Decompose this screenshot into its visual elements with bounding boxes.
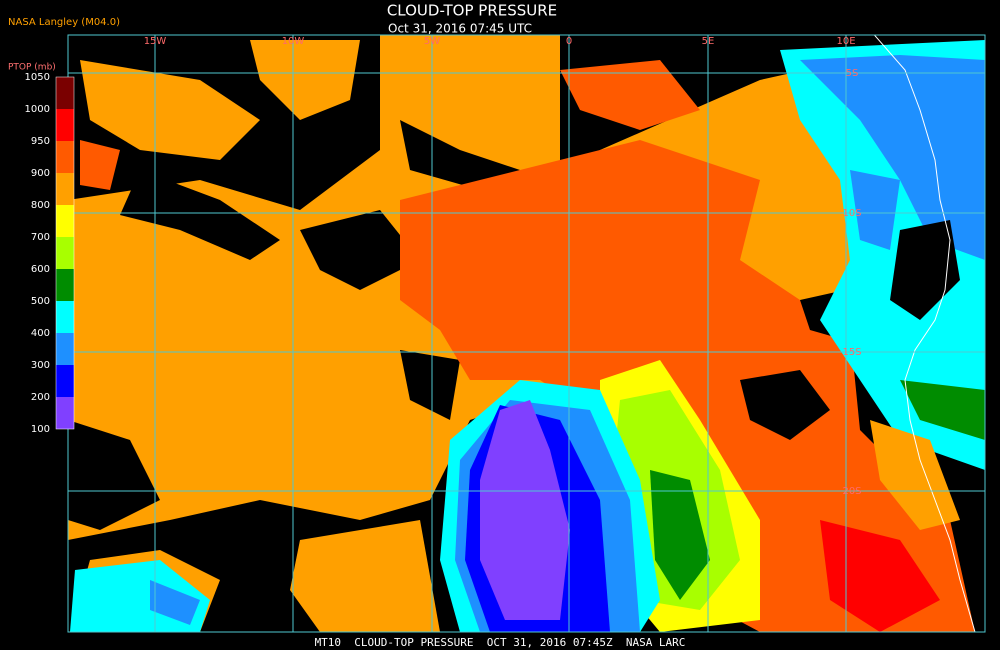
colorbar-band (56, 173, 74, 205)
colorbar-frame (55, 76, 75, 430)
longitude-label: 5E (702, 36, 715, 47)
subtitle: Oct 31, 2016 07:45 UTC (388, 22, 532, 36)
colorbar-band (56, 77, 74, 109)
longitude-label: 5W (424, 36, 440, 47)
cloud-imagery (68, 35, 985, 632)
longitude-label: 0 (566, 36, 572, 47)
colorbar-band (56, 365, 74, 397)
latitude-label: 10S (842, 208, 861, 219)
title: CLOUD-TOP PRESSURE (387, 2, 557, 20)
colorbar-tick-label: 700 (31, 232, 50, 243)
colorbar-tick-label: 950 (31, 136, 50, 147)
colorbar-band (56, 205, 74, 237)
colorbar-band (56, 397, 74, 429)
colorbar-band (56, 141, 74, 173)
colorbar-tick-label: 300 (31, 360, 50, 371)
colorbar-tick-label: 1050 (25, 72, 50, 83)
colorbar-tick-label: 100 (31, 424, 50, 435)
colorbar-band (56, 269, 74, 301)
legend-label: PTOP (mb) (8, 63, 56, 73)
longitude-label: 10E (836, 36, 855, 47)
colorbar-tick-label: 400 (31, 328, 50, 339)
colorbar-band (56, 301, 74, 333)
colorbar-tick-label: 1000 (25, 104, 50, 115)
colorbar-tick-label: 800 (31, 200, 50, 211)
latitude-label: 15S (842, 347, 861, 358)
colorbar-tick-label: 200 (31, 392, 50, 403)
colorbar-band (56, 333, 74, 365)
colorbar-tick-label: 600 (31, 264, 50, 275)
latitude-label: 20S (842, 486, 861, 497)
graticule (68, 35, 985, 632)
colorbar-tick-label: 500 (31, 296, 50, 307)
longitude-label: 15W (144, 36, 167, 47)
colorbar: 1050 1000 950 900 800 700 600 500 400 300 200 100 (25, 72, 75, 435)
source-label: NASA Langley (M04.0) (8, 17, 120, 28)
colorbar-band (56, 237, 74, 269)
colorbar-band (56, 109, 74, 141)
latitude-label: 5S (846, 68, 859, 79)
colorbar-tick-label: 900 (31, 168, 50, 179)
longitude-label: 10W (282, 36, 305, 47)
footer-caption: MT10 CLOUD-TOP PRESSURE OCT 31, 2016 07:… (315, 636, 686, 649)
